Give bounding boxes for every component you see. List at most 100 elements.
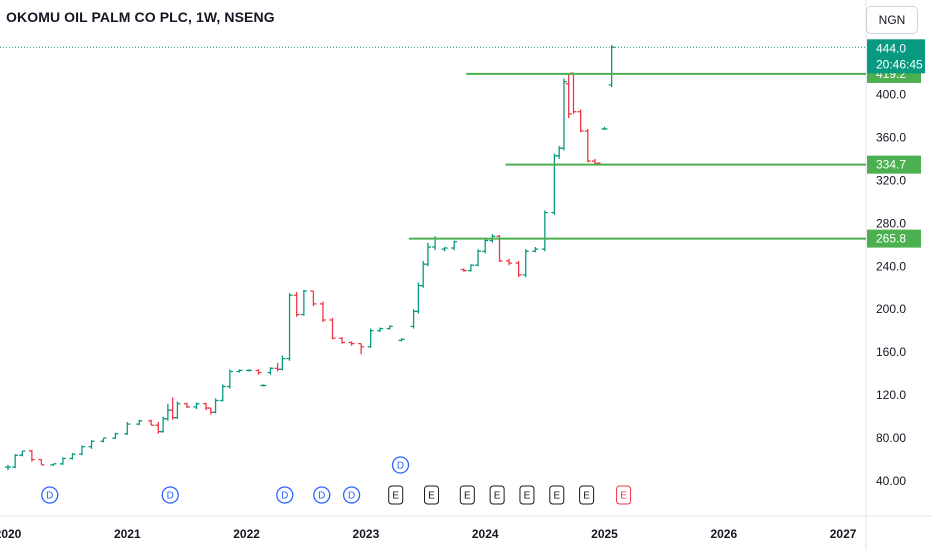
ohlc-bar [112, 432, 119, 440]
ohlc-bar [398, 338, 405, 342]
earnings-marker[interactable]: E [579, 485, 595, 505]
ohlc-bar [601, 126, 608, 130]
ohlc-bar [12, 454, 19, 469]
ohlc-bar [5, 464, 11, 471]
currency-button[interactable]: NGN [866, 6, 918, 34]
ohlc-bar [124, 421, 131, 435]
ohlc-bar [212, 398, 219, 414]
y-tick-label: 40.00 [876, 474, 906, 488]
svg-text:E: E [428, 491, 435, 502]
ohlc-bar [475, 249, 482, 267]
ohlc-bar [236, 369, 243, 373]
ohlc-bar [183, 402, 190, 409]
ohlc-bar [174, 401, 181, 419]
earnings-marker[interactable]: E [519, 485, 535, 505]
price-axis[interactable]: 40.00 80.00 120.0 160.0 200.0 240.0 280.0 320.0… [876, 88, 906, 488]
earnings-marker[interactable]: E [388, 485, 404, 505]
svg-text:E: E [524, 491, 531, 502]
dividend-marker[interactable]: D [313, 486, 331, 504]
svg-text:20:46:45: 20:46:45 [876, 57, 923, 71]
ohlc-bar [136, 419, 143, 426]
x-tick-label: 2024 [472, 527, 499, 541]
earnings-marker[interactable]: E [549, 485, 565, 505]
dividend-marker[interactable]: D [276, 486, 294, 504]
y-tick-label: 80.00 [876, 431, 906, 445]
ohlc-bar [260, 384, 267, 387]
ohlc-bar [319, 301, 326, 323]
ohlc-bar [584, 128, 591, 163]
y-tick-label: 160.0 [876, 345, 906, 359]
ohlc-bar [219, 384, 226, 402]
svg-text:D: D [167, 491, 174, 502]
ohlc-bar [310, 290, 317, 307]
ohlc-bar [69, 453, 76, 460]
svg-text:E: E [494, 491, 501, 502]
ohlc-bar [329, 317, 336, 340]
svg-text:E: E [620, 491, 627, 502]
y-tick-label: 240.0 [876, 259, 906, 273]
ohlc-bar [424, 242, 431, 267]
ohlc-bar [441, 246, 448, 252]
earnings-marker[interactable]: E [616, 485, 632, 505]
ohlc-bar [38, 458, 45, 466]
levels-group [408, 72, 866, 240]
ohlc-bar [386, 325, 393, 330]
x-tick-label: 2022 [233, 527, 260, 541]
ohlc-bar [279, 355, 286, 371]
dividend-marker[interactable]: D [342, 486, 361, 504]
level-price-tag: 334.7 [867, 155, 921, 174]
plot-area[interactable] [0, 0, 866, 516]
ohlc-bar [339, 337, 346, 344]
ohlc-bar [467, 264, 474, 272]
ohlc-bar [293, 292, 300, 317]
ohlc-bar [100, 437, 107, 443]
x-tick-label: 2025 [591, 527, 618, 541]
ohlc-bar [267, 367, 274, 375]
svg-text:D: D [318, 491, 325, 502]
earnings-marker[interactable]: E [459, 485, 475, 505]
earnings-marker[interactable]: E [489, 485, 505, 505]
ohlc-bar [367, 328, 374, 348]
ohlc-bar [59, 457, 66, 465]
earnings-marker[interactable]: E [424, 485, 440, 505]
x-tick-label: 2026 [710, 527, 737, 541]
ohlc-bar [532, 246, 539, 253]
y-tick-label: 400.0 [876, 88, 906, 102]
x-tick-label: 2023 [353, 527, 380, 541]
ohlc-bar [193, 402, 200, 410]
svg-text:E: E [553, 491, 560, 502]
ohlc-bar [255, 369, 262, 375]
ohlc-bar [28, 449, 35, 462]
svg-text:D: D [46, 491, 53, 502]
ohlc-bar [496, 235, 503, 263]
svg-text:E: E [583, 491, 590, 502]
ohlc-bar [226, 369, 233, 389]
y-tick-label: 120.0 [876, 388, 906, 402]
ohlc-bar [358, 342, 365, 355]
dividend-marker[interactable]: D [391, 456, 410, 474]
svg-text:D: D [348, 491, 355, 502]
ohlc-bar [560, 78, 567, 151]
svg-text:E: E [464, 491, 471, 502]
svg-text:444.0: 444.0 [876, 41, 906, 55]
dividend-marker[interactable]: D [41, 486, 59, 504]
y-tick-label: 360.0 [876, 130, 906, 144]
ohlc-bar [245, 369, 252, 372]
svg-text:265.8: 265.8 [876, 232, 906, 246]
y-tick-label: 280.0 [876, 216, 906, 230]
ohlc-bar [148, 419, 155, 426]
chart-title: OKOMU OIL PALM CO PLC, 1W, NSENG [6, 9, 275, 25]
ohlc-bar [300, 289, 307, 316]
ohlc-bar [19, 450, 26, 457]
svg-text:D: D [281, 491, 288, 502]
ohlc-bar [88, 440, 95, 449]
svg-text:E: E [392, 491, 399, 502]
dividend-marker[interactable]: D [161, 486, 179, 504]
event-markers-group: D D D D D D E E E E E E E E [41, 456, 632, 505]
x-tick-label: 2021 [114, 527, 141, 541]
ohlc-bar [506, 258, 513, 266]
last-price-tag: 444.0 20:46:45 [867, 39, 925, 74]
